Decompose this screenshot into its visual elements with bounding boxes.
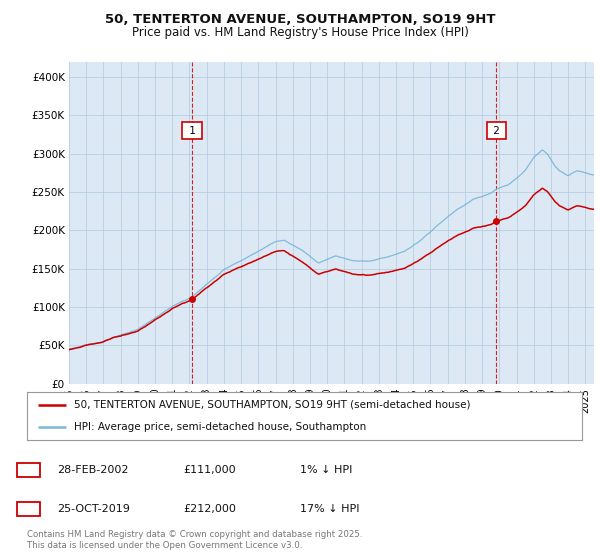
Text: This data is licensed under the Open Government Licence v3.0.: This data is licensed under the Open Gov… — [27, 541, 302, 550]
Text: 1% ↓ HPI: 1% ↓ HPI — [300, 465, 352, 475]
Text: £111,000: £111,000 — [183, 465, 236, 475]
Text: 17% ↓ HPI: 17% ↓ HPI — [300, 504, 359, 514]
Text: 2: 2 — [25, 504, 32, 514]
Text: 2: 2 — [490, 125, 503, 136]
Text: £212,000: £212,000 — [183, 504, 236, 514]
Text: Price paid vs. HM Land Registry's House Price Index (HPI): Price paid vs. HM Land Registry's House … — [131, 26, 469, 39]
Text: 1: 1 — [185, 125, 199, 136]
Text: 1: 1 — [25, 465, 32, 475]
Text: Contains HM Land Registry data © Crown copyright and database right 2025.: Contains HM Land Registry data © Crown c… — [27, 530, 362, 539]
Text: 25-OCT-2019: 25-OCT-2019 — [57, 504, 130, 514]
Text: 50, TENTERTON AVENUE, SOUTHAMPTON, SO19 9HT: 50, TENTERTON AVENUE, SOUTHAMPTON, SO19 … — [105, 13, 495, 26]
Text: 50, TENTERTON AVENUE, SOUTHAMPTON, SO19 9HT (semi-detached house): 50, TENTERTON AVENUE, SOUTHAMPTON, SO19 … — [74, 400, 470, 410]
Text: HPI: Average price, semi-detached house, Southampton: HPI: Average price, semi-detached house,… — [74, 422, 367, 432]
Text: 28-FEB-2002: 28-FEB-2002 — [57, 465, 128, 475]
